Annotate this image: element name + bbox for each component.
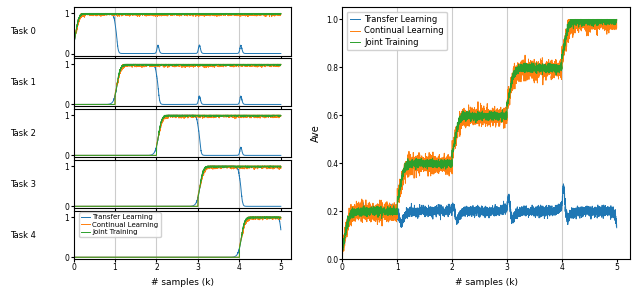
Joint Training xyxy=(444,162,451,166)
Legend: Transfer Learning, Continual Learning, Joint Training: Transfer Learning, Continual Learning, J… xyxy=(79,212,161,237)
Joint Training xyxy=(503,114,511,118)
Continual Learning xyxy=(543,63,551,66)
Joint Training xyxy=(339,247,346,250)
Transfer Learning xyxy=(444,209,451,213)
Transfer Learning xyxy=(613,226,621,229)
Continual Learning xyxy=(388,207,396,211)
Y-axis label: Task 2: Task 2 xyxy=(10,129,36,138)
Line: Transfer Learning: Transfer Learning xyxy=(342,184,617,250)
Continual Learning xyxy=(339,253,346,256)
Joint Training xyxy=(564,26,572,29)
Transfer Learning xyxy=(339,249,347,252)
Continual Learning xyxy=(517,60,525,64)
Y-axis label: Task 1: Task 1 xyxy=(10,78,36,87)
Transfer Learning xyxy=(559,182,567,186)
Transfer Learning xyxy=(503,207,511,210)
Transfer Learning xyxy=(543,212,551,215)
Transfer Learning xyxy=(339,247,346,251)
Joint Training xyxy=(388,212,396,215)
Joint Training xyxy=(543,67,551,71)
Joint Training xyxy=(566,18,574,21)
Continual Learning xyxy=(613,26,621,30)
Y-axis label: Task 3: Task 3 xyxy=(10,180,36,189)
Line: Joint Training: Joint Training xyxy=(342,19,617,250)
Transfer Learning xyxy=(517,209,525,212)
Legend: Transfer Learning, Continual Learning, Joint Training: Transfer Learning, Continual Learning, J… xyxy=(347,12,447,50)
Y-axis label: Task 0: Task 0 xyxy=(10,27,36,36)
Continual Learning xyxy=(444,164,451,167)
Y-axis label: Task 4: Task 4 xyxy=(10,231,36,240)
Y-axis label: Ave: Ave xyxy=(310,125,321,142)
Continual Learning xyxy=(564,18,572,21)
Continual Learning xyxy=(564,29,572,32)
Joint Training xyxy=(517,64,525,68)
Line: Continual Learning: Continual Learning xyxy=(342,19,617,254)
X-axis label: # samples (k): # samples (k) xyxy=(151,278,214,287)
Continual Learning xyxy=(503,118,511,122)
Transfer Learning xyxy=(564,217,572,220)
Transfer Learning xyxy=(388,211,396,214)
Continual Learning xyxy=(339,244,346,248)
Joint Training xyxy=(613,18,621,21)
Joint Training xyxy=(339,249,347,252)
X-axis label: # samples (k): # samples (k) xyxy=(455,278,518,287)
